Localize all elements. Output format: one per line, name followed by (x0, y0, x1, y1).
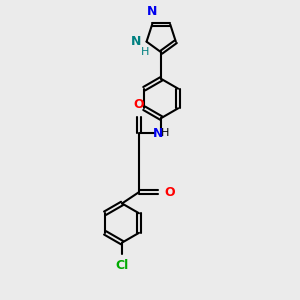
Text: H: H (161, 128, 170, 139)
Text: N: N (131, 35, 142, 48)
Text: N: N (147, 5, 157, 18)
Text: N: N (153, 127, 163, 140)
Text: H: H (141, 47, 149, 57)
Text: Cl: Cl (116, 259, 129, 272)
Text: O: O (134, 98, 144, 110)
Text: O: O (165, 186, 175, 199)
